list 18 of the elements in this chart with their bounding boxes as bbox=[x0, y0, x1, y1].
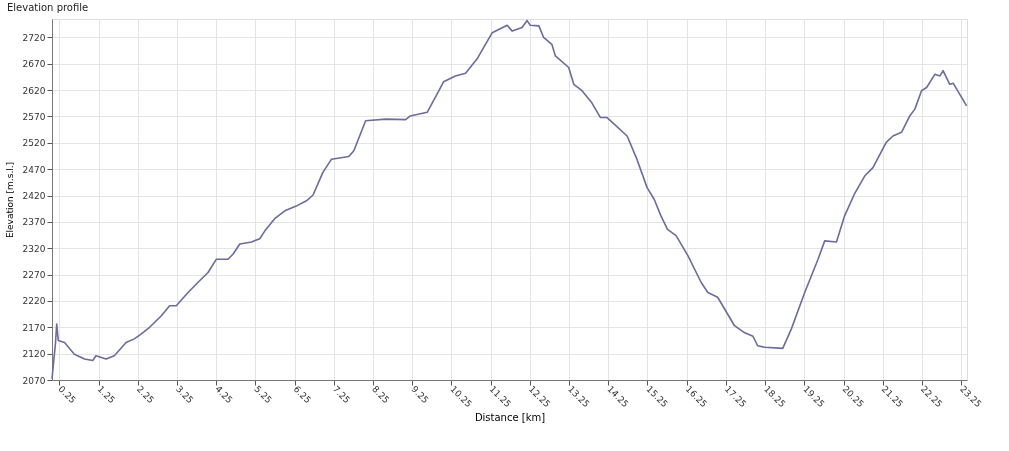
y-tick-label: 2120 bbox=[22, 349, 46, 360]
y-tick-label: 2220 bbox=[22, 296, 46, 307]
line-series bbox=[51, 19, 968, 380]
y-tick-label: 2470 bbox=[22, 164, 46, 175]
y-tick-label: 2720 bbox=[22, 32, 46, 43]
y-tick-label: 2670 bbox=[22, 59, 46, 70]
y-tick-label: 2420 bbox=[22, 191, 46, 202]
y-tick-label: 2270 bbox=[22, 270, 46, 281]
y-tick-label: 2070 bbox=[22, 375, 46, 386]
y-tick-label: 2370 bbox=[22, 217, 46, 228]
y-tick-label: 2570 bbox=[22, 112, 46, 122]
y-tick-label: 2320 bbox=[22, 243, 46, 254]
x-axis-title: Distance [km] bbox=[474, 412, 546, 424]
chart-title: Elevation profile bbox=[7, 2, 89, 13]
y-tick-label: 2620 bbox=[22, 85, 46, 96]
y-tick-label: 2520 bbox=[22, 138, 46, 149]
y-axis-title: Elevation [m.s.l.] bbox=[4, 161, 15, 239]
y-tick-label: 2170 bbox=[22, 322, 46, 333]
